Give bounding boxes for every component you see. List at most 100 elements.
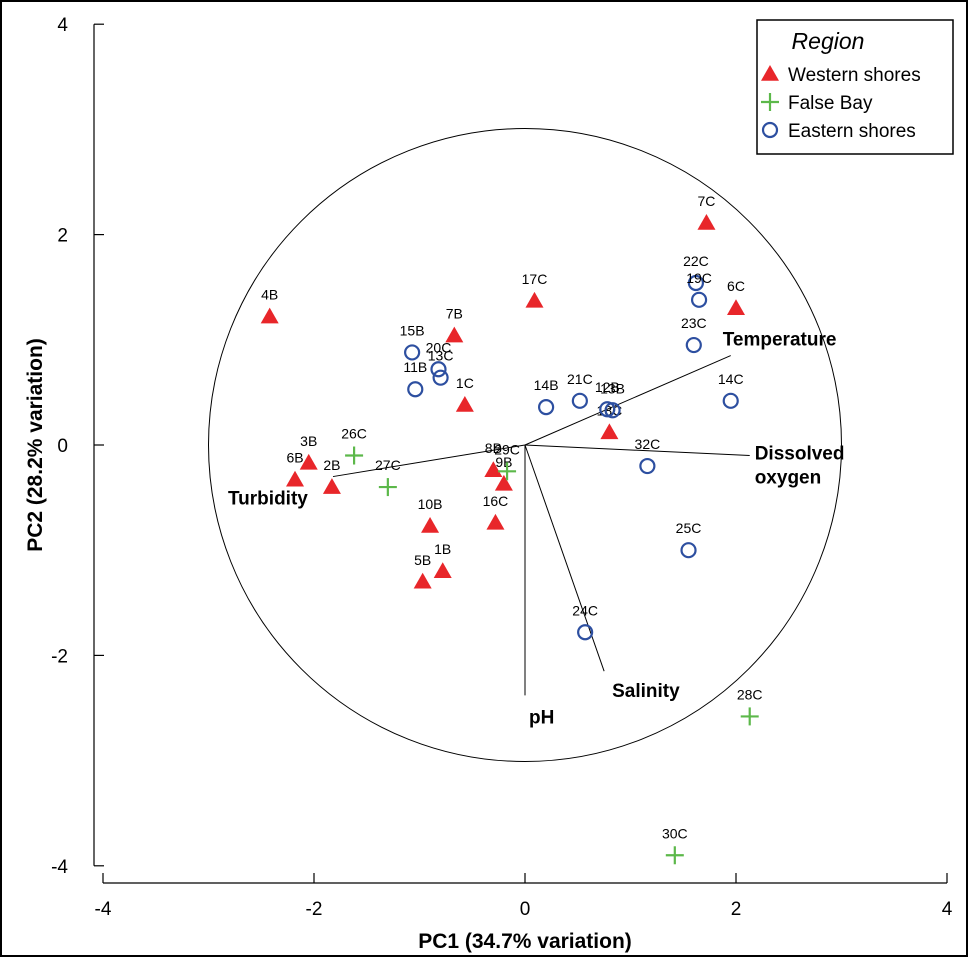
point-22c [687,274,705,292]
point-6b [286,470,305,487]
point-label-24c: 24C [572,602,598,618]
point-label-20c: 20C [426,339,452,355]
point-label-9b: 9B [495,454,512,470]
point-5b [413,572,432,589]
legend-label-false-bay: False Bay [788,93,873,114]
point-label-15b: 15B [400,322,425,338]
point-26c [345,446,364,465]
point-label-2b: 2B [323,457,340,473]
point-label-12b: 12B [595,379,620,395]
x-tick-label: -4 [95,899,112,920]
point-label-29c: 29C [494,441,520,457]
legend-marker-eastern-shores [761,121,779,139]
point-label-13b: 13B [600,380,625,396]
x-tick-label: -2 [306,899,323,920]
vector-label-salinity: Salinity [612,681,680,702]
point-label-11b: 11B [403,359,427,375]
point-19c [690,291,708,308]
point-label-6c: 6C [727,278,745,294]
y-tick-label: 4 [57,15,68,36]
point-25c [680,542,697,559]
point-23c [685,336,702,354]
point-label-14c: 14C [718,371,744,387]
legend-box [756,19,954,155]
point-14c [722,392,739,409]
point-label-21c: 21C [567,371,593,387]
point-label-25c: 25C [676,520,702,536]
point-label-16c: 16C [483,493,509,509]
legend-label-eastern-shores: Eastern shores [788,121,916,142]
point-2b [322,478,341,494]
point-label-1b: 1B [434,541,451,557]
point-label-28c: 28C [737,686,763,702]
x-tick-label: 4 [942,899,953,920]
vectors-layer: Temperature Dissolved oxygen Turbidity pH Sal… [228,330,844,729]
point-11b [407,381,424,398]
vector-label-dissolved-oxygen: Dissolved oxygen [755,444,845,489]
vector-dissolved-oxygen [524,444,750,457]
point-21c [571,392,588,409]
point-1c [455,396,474,412]
x-tick-label: 2 [731,899,742,920]
vector-label-ph: pH [529,707,554,728]
vector-label-turbidity: Turbidity [228,489,308,510]
point-label-22c: 22C [683,253,709,269]
y-tick-label: 0 [57,436,68,457]
legend: Region Western shores False Bay Eastern sh… [756,19,954,155]
correlation-circle [208,128,842,762]
legend-items: Western shores False Bay Eastern shores [761,65,921,142]
point-30c [665,846,684,865]
point-label-5b: 5B [414,552,431,568]
point-label-19c: 19C [686,270,712,286]
point-label-32c: 32C [635,436,661,452]
point-28c [740,707,759,726]
point-label-17c: 17C [522,271,548,287]
point-label-30c: 30C [662,825,688,841]
point-label-6b: 6B [286,450,303,466]
vector-label-temperature: Temperature [723,330,837,351]
point-27c [378,478,397,497]
y-tick-label: -4 [51,857,68,878]
point-18c [600,423,619,440]
point-label-27c: 27C [375,457,401,473]
point-10b [421,517,440,533]
x-axis-title: PC1 (34.7% variation) [418,930,632,953]
point-label-14b: 14B [534,377,559,393]
point-14b [537,399,555,416]
point-16c [486,513,505,530]
point-1b [433,562,452,578]
y-tick-label: -2 [51,646,68,667]
point-7c [697,214,716,230]
legend-label-western-shores: Western shores [788,65,921,86]
point-label-23c: 23C [681,315,707,331]
legend-marker-western-shores [761,65,779,81]
y-axis-title: PC2 (28.2% variation) [24,338,47,552]
x-tick-label: 0 [520,899,531,920]
point-label-7c: 7C [698,193,716,209]
point-label-1c: 1C [456,375,474,391]
point-20c [430,361,447,378]
point-13b [604,402,621,419]
point-label-4b: 4B [261,287,278,303]
legend-marker-false-bay [761,93,779,111]
point-label-10b: 10B [418,496,443,512]
point-7b [445,326,464,343]
point-32c [639,457,656,475]
legend-title: Region [792,28,865,54]
point-label-7b: 7B [446,306,463,322]
point-4b [260,307,279,324]
point-3b [299,453,318,470]
point-17c [525,291,544,308]
point-15b [404,344,421,361]
point-label-26c: 26C [341,426,367,442]
point-label-8b: 8B [485,440,502,456]
point-29c [498,462,517,481]
point-9b [494,474,513,491]
point-label-3b: 3B [300,433,317,449]
vector-temperature [524,355,731,446]
point-24c [577,624,594,641]
y-tick-label: 2 [57,226,68,247]
